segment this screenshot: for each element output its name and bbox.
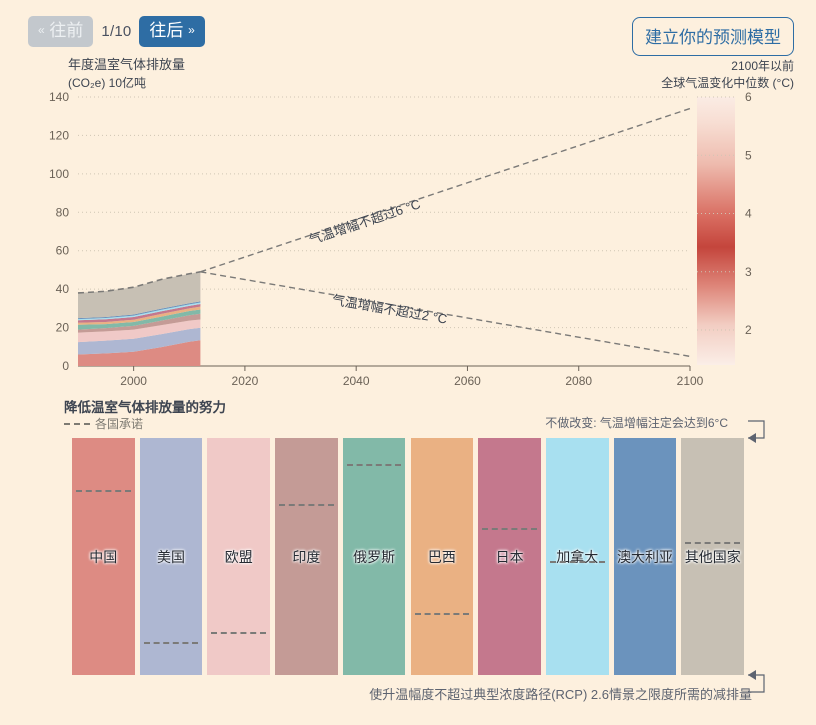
pledge-line	[414, 613, 470, 616]
area-澳大利亚	[78, 301, 201, 320]
pledge-line	[685, 542, 740, 545]
pledge-line	[550, 561, 605, 564]
pledge-line	[143, 641, 199, 644]
country-bar-其他国家[interactable]: 其他国家	[681, 438, 744, 675]
note-no-change: 不做改变: 气温增幅注定会达到6°C	[545, 416, 728, 430]
lower-panel-legend: 各国承诺	[64, 415, 143, 432]
svg-text:0: 0	[62, 359, 69, 373]
area-俄罗斯	[78, 309, 201, 330]
y-axis-title-line1: 年度温室气体排放量	[68, 57, 186, 72]
svg-text:80: 80	[56, 205, 70, 219]
pledge-line	[482, 528, 537, 531]
country-bar-加拿大[interactable]: 加拿大	[546, 438, 609, 675]
svg-text:40: 40	[56, 282, 70, 296]
projection-0	[200, 107, 691, 273]
country-bar-中国[interactable]: 中国	[72, 438, 135, 675]
color-legend-title-line2: 全球气温变化中位数 (°C)	[661, 76, 794, 91]
country-bar-label: 日本	[495, 548, 524, 565]
country-bar-label: 中国	[89, 548, 118, 565]
area-巴西	[78, 306, 201, 325]
next-button-label: 往后	[149, 21, 184, 40]
lower-panel-legend-label: 各国承诺	[95, 417, 144, 431]
pledge-line	[211, 632, 266, 635]
country-bars: 中国 美国 欧盟 印度 俄罗斯 巴西 日本 加拿大 澳大利亚 其他国家	[72, 438, 744, 675]
pledge-line	[346, 464, 402, 467]
svg-text:5: 5	[745, 148, 752, 162]
pledge-line	[76, 490, 131, 493]
note-rcp26: 使升温幅度不超过典型浓度路径(RCP) 2.6情景之限度所需的减排量	[369, 687, 752, 702]
area-中国	[78, 340, 201, 366]
svg-text:140: 140	[49, 90, 69, 104]
svg-text:3: 3	[745, 265, 752, 279]
annotation-2c: 气温增幅不超过2 °C	[330, 291, 448, 327]
svg-text:2100: 2100	[677, 374, 704, 388]
area-欧盟	[78, 319, 201, 343]
svg-text:120: 120	[49, 128, 69, 142]
svg-text:4: 4	[745, 207, 752, 221]
svg-text:2060: 2060	[454, 374, 481, 388]
country-bar-label: 欧盟	[224, 548, 253, 565]
chevron-right-icon: »	[188, 23, 195, 37]
next-button[interactable]: 往后 »	[139, 16, 205, 47]
country-bar-巴西[interactable]: 巴西	[410, 438, 474, 675]
build-model-button[interactable]: 建立你的预测模型	[632, 17, 794, 56]
country-bar-日本[interactable]: 日本	[478, 438, 541, 675]
country-bar-label: 其他国家	[684, 548, 741, 565]
country-bar-印度[interactable]: 印度	[275, 438, 338, 675]
temperature-colorbar	[697, 97, 735, 365]
country-bar-俄罗斯[interactable]: 俄罗斯	[342, 438, 406, 675]
svg-text:2: 2	[745, 323, 752, 337]
svg-text:100: 100	[49, 167, 69, 181]
page-counter: 1/10	[101, 23, 132, 40]
pledge-line	[279, 504, 334, 507]
area-美国	[78, 327, 201, 355]
upper-chart-y-axis-title: 年度温室气体排放量 (CO₂e) 10亿吨	[68, 56, 185, 92]
country-bar-label: 澳大利亚	[617, 548, 674, 565]
svg-text:2020: 2020	[232, 374, 259, 388]
svg-text:2080: 2080	[565, 374, 592, 388]
country-bar-label: 美国	[156, 548, 185, 565]
color-legend-title: 2100年以前 全球气温变化中位数 (°C)	[661, 58, 794, 93]
prev-button-label: 往前	[49, 21, 84, 40]
svg-text:20: 20	[56, 321, 70, 335]
country-bar-label: 俄罗斯	[353, 548, 396, 565]
area-日本	[78, 303, 201, 323]
country-bar-美国[interactable]: 美国	[139, 438, 203, 675]
country-bar-label: 巴西	[427, 548, 456, 565]
pagination-nav: « 往前 1/10 往后 »	[28, 16, 205, 47]
country-bar-label: 印度	[292, 548, 321, 565]
y-axis-title-line2: (CO₂e) 10亿吨	[68, 75, 147, 90]
annotation-6c: 气温增幅不超过6 °C	[307, 196, 423, 248]
svg-text:2040: 2040	[343, 374, 370, 388]
area-印度	[78, 313, 201, 333]
area-其他国家	[78, 271, 201, 319]
country-bar-label: 加拿大	[556, 548, 599, 565]
country-bar-欧盟[interactable]: 欧盟	[207, 438, 270, 675]
country-bar-澳大利亚[interactable]: 澳大利亚	[613, 438, 677, 675]
svg-text:2000: 2000	[120, 374, 147, 388]
area-加拿大	[78, 302, 201, 321]
prev-button[interactable]: « 往前	[28, 16, 94, 47]
lower-panel-title: 降低温室气体排放量的努力	[64, 400, 226, 415]
color-legend-title-line1: 2100年以前	[731, 59, 794, 73]
svg-text:60: 60	[56, 244, 70, 258]
chevron-left-icon: «	[38, 23, 45, 37]
dashed-line-icon	[64, 422, 90, 425]
